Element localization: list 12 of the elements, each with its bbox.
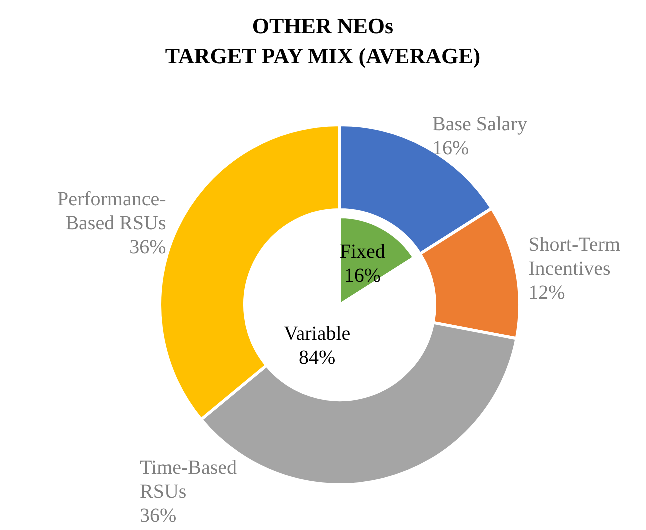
- slice-label: Short-Term Incentives: [528, 234, 621, 280]
- chart-title: OTHER NEOs TARGET PAY MIX (AVERAGE): [165, 14, 481, 68]
- data-label: 84%: [299, 347, 336, 370]
- slice-label: Variable: [284, 323, 351, 346]
- data-label: 12%: [528, 282, 566, 304]
- slice-label: Time-Based RSUs: [140, 457, 238, 503]
- data-label: 36%: [140, 505, 177, 527]
- slice-label: Performance- Based RSUs: [57, 188, 166, 234]
- slice-label: Base Salary: [432, 114, 528, 136]
- data-label: 36%: [130, 236, 166, 258]
- data-label: 16%: [344, 264, 381, 287]
- data-label: 16%: [432, 138, 470, 160]
